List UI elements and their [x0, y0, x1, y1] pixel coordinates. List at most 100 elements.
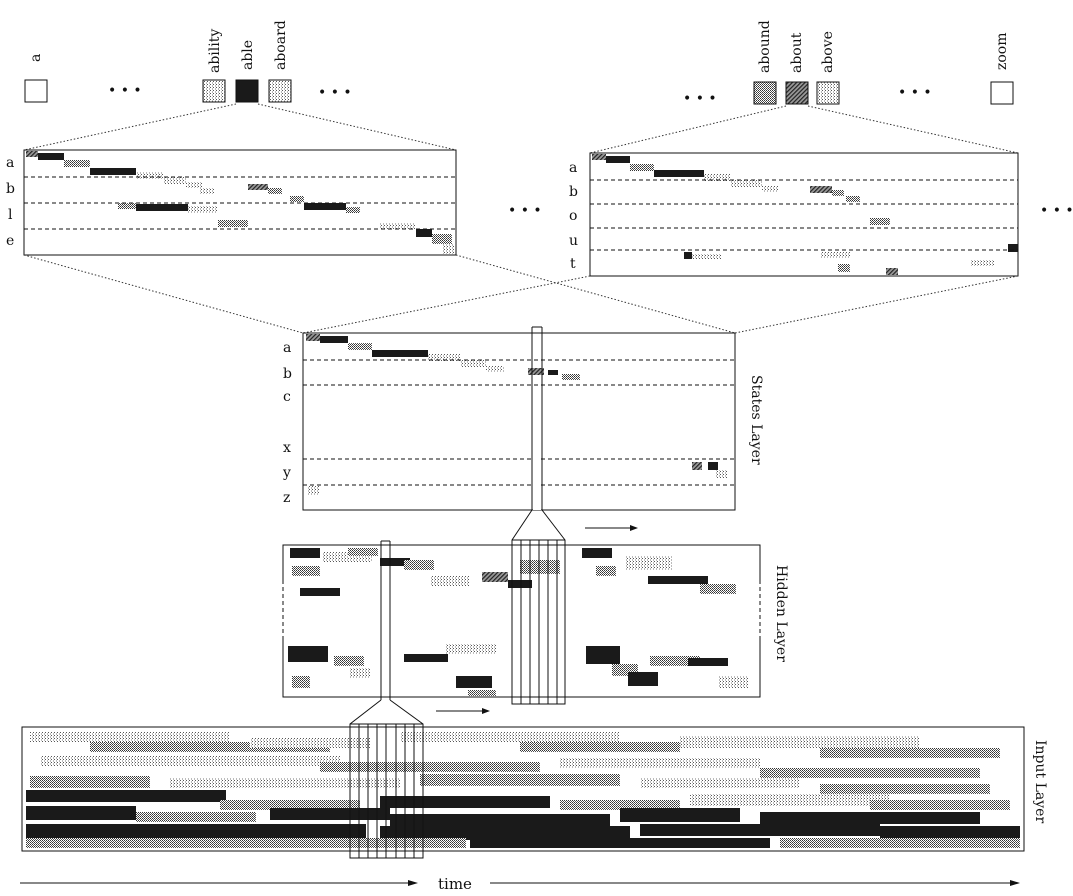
activation-cell: [292, 676, 310, 688]
activation-cell: [380, 223, 416, 229]
activation-cell: [320, 336, 348, 343]
activation-cell: [136, 204, 188, 211]
activation-cell: [380, 558, 410, 566]
word-label-above: above: [820, 31, 836, 73]
state-row-y: y: [282, 465, 291, 481]
activation-cell: [970, 260, 994, 266]
activation-cell: [626, 556, 672, 570]
activation-cell: [654, 170, 704, 177]
activation-cell: [372, 350, 428, 357]
activation-cell: [446, 644, 496, 654]
fan-lines-states: [23, 254, 1019, 334]
activation-cell: [38, 153, 64, 160]
activation-cell: [562, 374, 580, 380]
word-box-ability: [202, 79, 226, 103]
activation-cell: [760, 768, 980, 778]
able-row-l: l: [8, 207, 13, 223]
activation-cell: [508, 580, 532, 588]
activation-cell: [520, 742, 680, 752]
about-row-b: b: [569, 184, 578, 200]
state-row-z: z: [283, 490, 290, 506]
activation-cell: [762, 186, 778, 192]
activation-cell: [482, 572, 508, 582]
states-layer: a b c x y z States Layer: [282, 332, 764, 511]
activation-cell: [846, 196, 860, 202]
activation-cell: [300, 588, 340, 596]
activation-cell: [430, 576, 470, 586]
ellipsis: • • •: [683, 91, 717, 107]
word-box-able: [235, 79, 259, 103]
able-row-b: b: [6, 181, 15, 197]
activation-cell: [136, 172, 164, 179]
word-box-above: [816, 81, 840, 105]
activation-cell: [838, 264, 850, 272]
activation-cell: [820, 252, 850, 258]
word-label-zoom: zoom: [994, 32, 1010, 70]
activation-cell: [136, 812, 256, 822]
activation-cell: [30, 776, 150, 788]
activation-cell: [348, 343, 372, 350]
activation-cell: [528, 368, 544, 375]
activation-cell: [288, 646, 328, 662]
activation-cell: [730, 180, 762, 187]
activation-cell: [90, 742, 330, 752]
activation-cell: [880, 826, 1020, 840]
word-label-aboard: aboard: [273, 20, 289, 70]
activation-cell: [30, 732, 230, 742]
activation-cell: [560, 800, 680, 810]
activation-cell: [780, 838, 1020, 848]
activation-cell: [582, 548, 612, 558]
activation-cell: [26, 838, 466, 848]
activation-cell: [292, 566, 320, 576]
about-row-o: o: [569, 208, 577, 224]
activation-cell: [380, 826, 630, 840]
activation-cell: [248, 184, 268, 190]
activation-cell: [306, 334, 320, 341]
activation-cell: [428, 354, 460, 361]
activation-cell: [468, 690, 496, 696]
about-row-t: t: [570, 256, 576, 272]
activation-cell: [348, 548, 378, 556]
activation-cell: [596, 566, 616, 576]
activation-cell: [26, 790, 226, 802]
activation-cell: [640, 778, 800, 788]
activation-cell: [700, 584, 736, 594]
activation-cell: [250, 738, 370, 748]
state-row-b: b: [283, 366, 292, 382]
activation-cell: [334, 656, 364, 666]
input-layer: Input Layer: [21, 726, 1048, 852]
able-row-e: e: [6, 233, 14, 249]
activation-cell: [688, 658, 728, 666]
ellipsis: • • •: [508, 203, 542, 219]
activation-cell: [684, 252, 692, 259]
activation-cell: [886, 268, 898, 275]
input-layer-label: Input Layer: [1032, 740, 1048, 823]
activation-cell: [442, 244, 454, 254]
ellipsis: • • •: [898, 85, 932, 101]
activation-cell: [220, 800, 360, 810]
activation-cell: [620, 808, 740, 822]
activation-cell: [520, 560, 560, 574]
activation-cell: [456, 676, 492, 688]
activation-cell: [26, 806, 136, 820]
activation-cell: [432, 234, 452, 244]
activation-cell: [416, 229, 432, 237]
activation-cell: [26, 824, 366, 838]
activation-cell: [420, 774, 620, 786]
activation-cell: [630, 164, 654, 171]
activation-cell: [820, 784, 990, 794]
activation-cell: [692, 462, 702, 470]
states-window: [511, 326, 566, 705]
state-row-x: x: [283, 440, 291, 456]
word-box-about: [785, 81, 809, 105]
time-axis: time: [20, 875, 1020, 893]
word-box-zoom: [990, 81, 1014, 105]
activation-cell: [390, 814, 610, 826]
activation-cell: [606, 156, 630, 163]
word-label-ability: ability: [207, 29, 223, 73]
activation-cell: [628, 672, 658, 686]
hidden-layer: Hidden Layer: [281, 544, 789, 698]
activation-cell: [586, 646, 620, 664]
fan-lines-able: [23, 103, 457, 151]
